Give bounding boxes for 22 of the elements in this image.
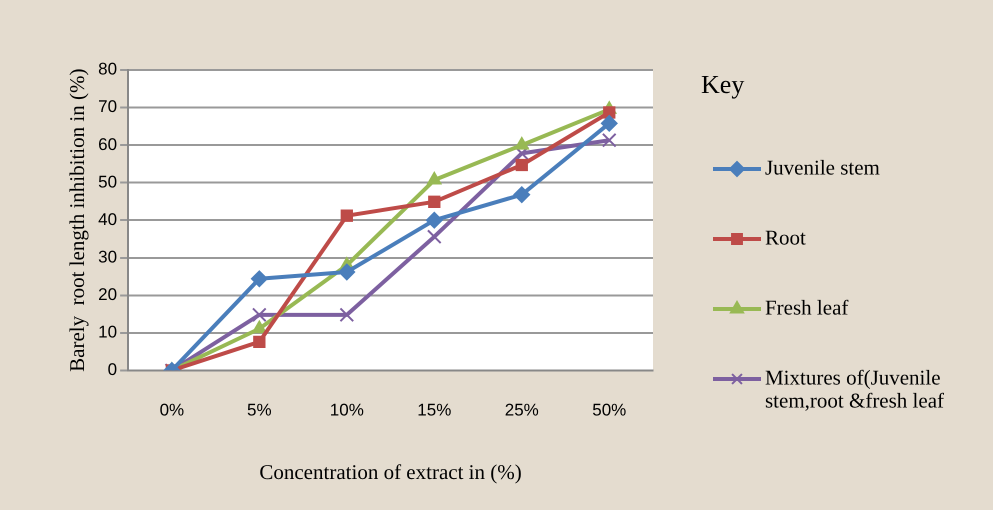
y-tick-label: 20 (98, 284, 118, 304)
legend-label: Root (765, 226, 806, 250)
y-tick-label: 10 (98, 322, 118, 342)
y-tick-label: 40 (98, 210, 118, 229)
y-tick-label: 30 (98, 247, 118, 266)
legend-label: Fresh leaf (765, 296, 848, 320)
legend-label: Mixtures of(Juvenile stem,root &fresh leaf (765, 366, 944, 413)
x-axis-title: Concentration of extract in (%) (259, 460, 522, 484)
y-tick-label: 50 (98, 172, 118, 192)
x-tick-label: 10% (330, 400, 364, 420)
x-tick-label: 25% (504, 400, 539, 420)
x-tick-label: 15% (417, 400, 452, 420)
x-tick-label: 50% (592, 400, 626, 420)
y-axis-title: Barely root length inhibition in (%) (65, 68, 90, 372)
x-tick-label: 0% (160, 400, 184, 420)
legend-label: Juvenile stem (765, 156, 880, 180)
y-tick-label: 80 (98, 60, 118, 79)
y-tick-label: 70 (98, 97, 118, 116)
legend-title: Key (701, 70, 744, 99)
y-tick-label: 60 (98, 134, 118, 154)
x-tick-label: 5% (247, 400, 272, 420)
y-tick-label: 0 (108, 360, 118, 380)
